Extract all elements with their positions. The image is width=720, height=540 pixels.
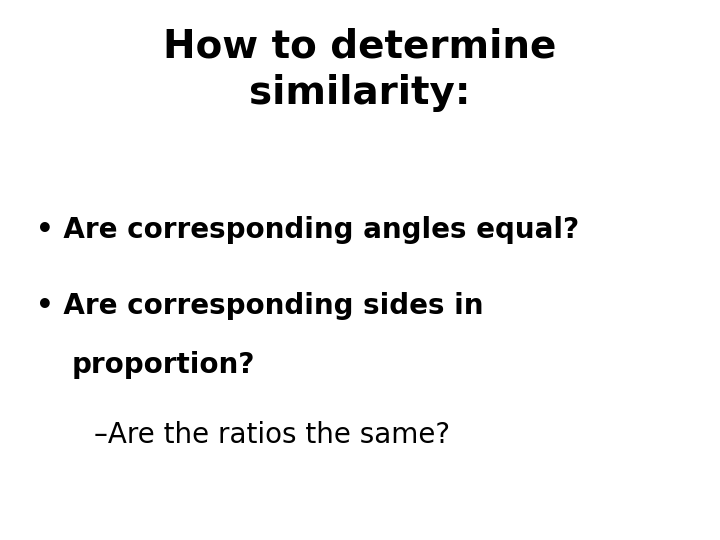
Text: proportion?: proportion? [72, 351, 256, 379]
Text: How to determine
similarity:: How to determine similarity: [163, 27, 557, 112]
Text: • Are corresponding angles equal?: • Are corresponding angles equal? [36, 216, 579, 244]
Text: –Are the ratios the same?: –Are the ratios the same? [94, 421, 450, 449]
Text: • Are corresponding sides in: • Are corresponding sides in [36, 292, 484, 320]
